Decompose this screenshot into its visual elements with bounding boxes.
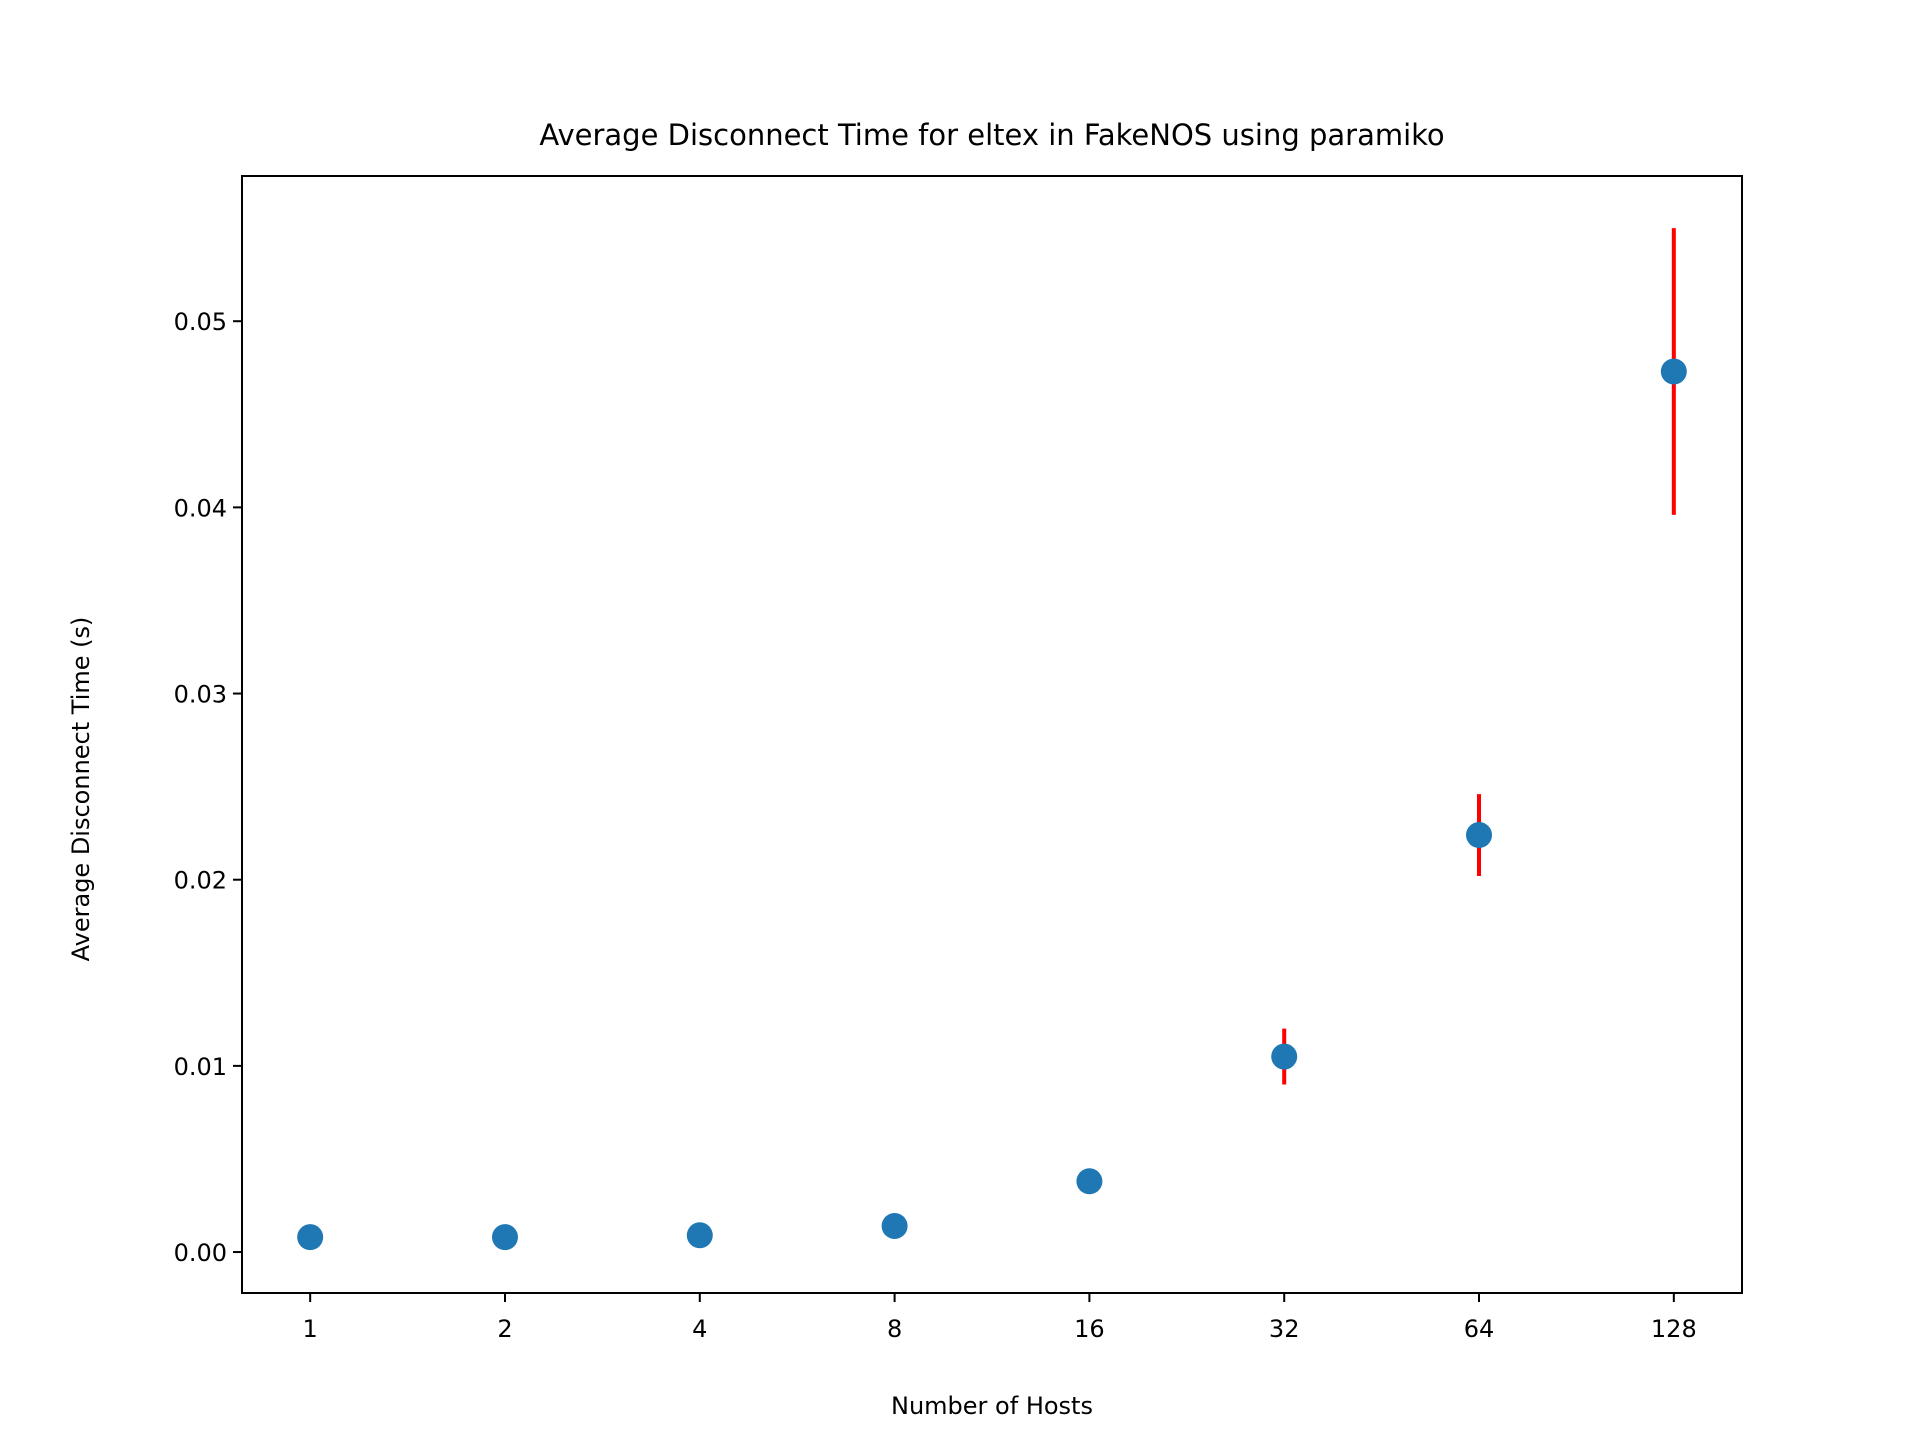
data-point (1660, 358, 1687, 385)
y-tick-label: 0.03 (174, 681, 227, 709)
x-tick-label: 64 (1464, 1315, 1495, 1343)
x-tick-label: 2 (497, 1315, 512, 1343)
y-tick-label: 0.01 (174, 1053, 227, 1081)
x-tick-label: 16 (1074, 1315, 1105, 1343)
data-point (297, 1224, 324, 1251)
plot-frame (241, 175, 1743, 1294)
y-axis-label: Average Disconnect Time (s) (67, 617, 95, 962)
x-tick-label: 1 (303, 1315, 318, 1343)
y-tick-label: 0.02 (174, 867, 227, 895)
data-points (297, 358, 1687, 1251)
data-point (881, 1212, 908, 1239)
x-tick-label: 32 (1269, 1315, 1300, 1343)
axis-ticks: 1 2 4 8 16 32 64 128 0.00 0.01 0.02 0.03 0.04 0.05 (174, 308, 1697, 1343)
data-point (491, 1224, 518, 1251)
x-tick-label: 8 (887, 1315, 902, 1343)
x-tick-label: 4 (692, 1315, 707, 1343)
y-tick-label: 0.05 (174, 308, 227, 336)
data-point (1076, 1168, 1103, 1195)
data-point (1466, 822, 1493, 849)
error-bars (1282, 228, 1676, 1085)
x-axis-label: Number of Hosts (891, 1392, 1093, 1420)
y-tick-label: 0.04 (174, 494, 227, 522)
y-tick-label: 0.00 (174, 1239, 227, 1267)
x-tick-label: 128 (1651, 1315, 1697, 1343)
data-point (1271, 1043, 1298, 1070)
chart-title: Average Disconnect Time for eltex in Fak… (539, 118, 1444, 152)
data-point (686, 1222, 713, 1249)
